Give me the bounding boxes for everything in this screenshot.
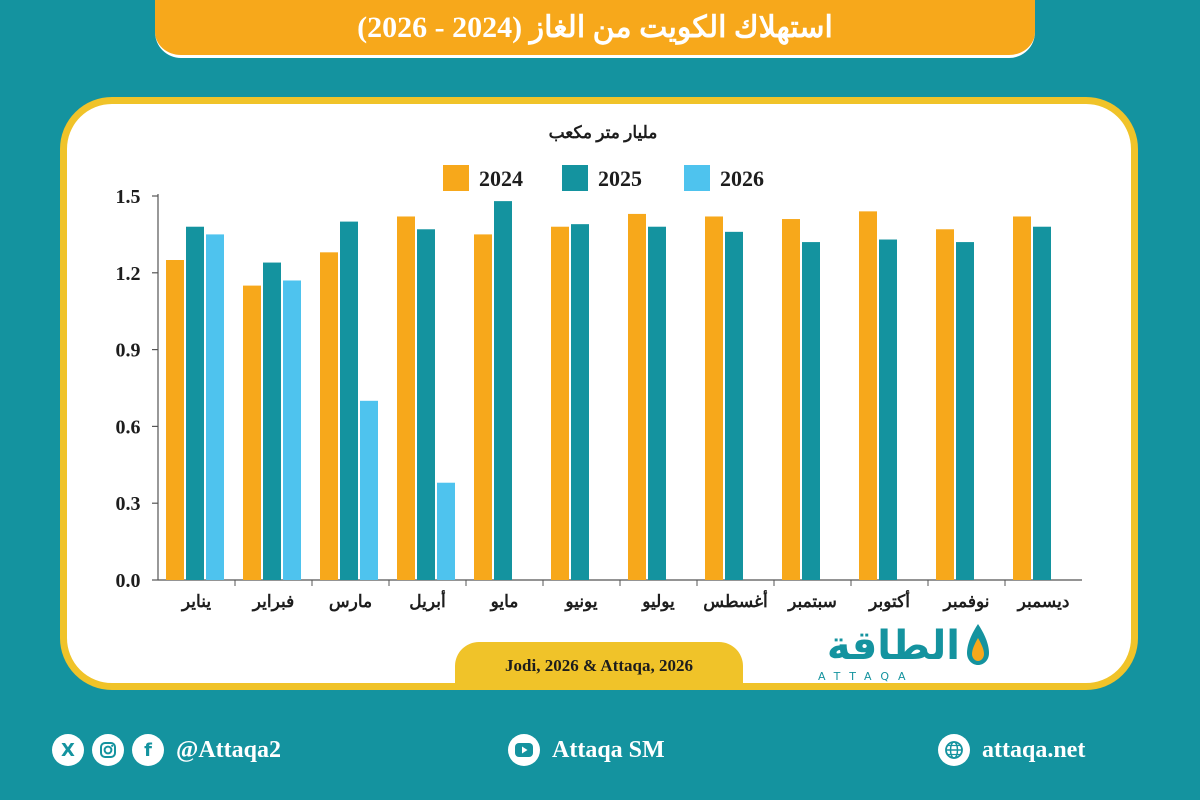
- bar-2026-3: [360, 400, 378, 580]
- youtube-group: Attaqa SM: [508, 734, 665, 766]
- bar-2025-8: [725, 231, 743, 580]
- bar-2025-5: [494, 201, 512, 580]
- y-tick-label: 1.2: [116, 263, 141, 285]
- x-icon[interactable]: X: [52, 734, 84, 766]
- x-tick-label: مايو: [489, 592, 519, 612]
- bar-chart: مليار متر مكعب 2024 2025 2026 0.0 0.3 0.6 0.9 1.…: [116, 123, 1082, 612]
- y-tick-label: 1.5: [116, 186, 141, 208]
- x-tick-label: سبتمبر: [786, 592, 837, 612]
- legend-label-2024: 2024: [479, 166, 523, 191]
- bar-2024-3: [320, 252, 338, 580]
- x-tick-label: مارس: [329, 592, 372, 612]
- bar-2025-2: [263, 262, 281, 580]
- bar-2024-12: [1013, 216, 1031, 580]
- x-tick-label: فبراير: [251, 592, 294, 612]
- instagram-icon[interactable]: [92, 734, 124, 766]
- bar-2025-1: [186, 226, 204, 580]
- y-tick-label: 0.9: [116, 340, 141, 362]
- y-tick-label: 0.0: [116, 570, 141, 592]
- bar-2024-11: [936, 229, 954, 580]
- bar-2025-6: [571, 224, 589, 580]
- bar-2024-4: [397, 216, 415, 580]
- y-tick-label: 0.3: [116, 493, 141, 515]
- facebook-icon[interactable]: f: [132, 734, 164, 766]
- x-tick-label: أكتوبر: [867, 589, 910, 612]
- footer-bar: X f @Attaqa2 Attaqa SM attaqa.net: [0, 726, 1200, 786]
- chart-card: مليار متر مكعب 2024 2025 2026 0.0 0.3 0.6 0.9 1.…: [60, 97, 1138, 690]
- logo-english-text: ATTAQA: [818, 670, 915, 683]
- attaqa-logo: الطاقة ATTAQA: [812, 620, 992, 684]
- youtube-icon[interactable]: [508, 734, 540, 766]
- bar-2025-4: [417, 229, 435, 580]
- y-tick-label: 0.6: [116, 416, 141, 438]
- bar-2024-8: [705, 216, 723, 580]
- bar-2025-12: [1033, 226, 1051, 580]
- bar-2024-5: [474, 234, 492, 580]
- y-axis-label: مليار متر مكعب: [549, 123, 658, 143]
- bar-2025-10: [879, 239, 897, 580]
- bar-2025-7: [648, 226, 666, 580]
- x-tick-label: يونيو: [563, 592, 597, 612]
- legend-swatch-2026: [684, 165, 710, 191]
- chart-title: استهلاك الكويت من الغاز (2024 - 2026): [357, 11, 833, 44]
- chart-title-banner: استهلاك الكويت من الغاز (2024 - 2026): [155, 0, 1035, 58]
- x-tick-label: يناير: [180, 592, 211, 612]
- globe-icon[interactable]: [938, 734, 970, 766]
- legend-label-2026: 2026: [720, 166, 764, 191]
- bar-2024-10: [859, 211, 877, 581]
- bar-2024-2: [243, 285, 261, 580]
- logo-arabic-text: الطاقة: [826, 623, 960, 669]
- bar-2024-7: [628, 213, 646, 581]
- social-handle[interactable]: @Attaqa2: [176, 736, 281, 763]
- youtube-channel[interactable]: Attaqa SM: [552, 736, 665, 763]
- x-tick-label: نوفمبر: [942, 592, 990, 612]
- legend-label-2025: 2025: [598, 166, 642, 191]
- bar-2026-4: [437, 482, 455, 580]
- website-group: attaqa.net: [938, 734, 1085, 766]
- bar-2025-9: [802, 242, 820, 580]
- x-tick-label: ديسمبر: [1016, 592, 1070, 612]
- bar-2025-11: [956, 242, 974, 580]
- x-tick-label: أغسطس: [703, 589, 768, 612]
- bar-2024-6: [551, 226, 569, 580]
- source-text: Jodi, 2026 & Attaqa, 2026: [505, 656, 693, 675]
- legend-swatch-2024: [443, 165, 469, 191]
- legend-swatch-2025: [562, 165, 588, 191]
- bar-2026-2: [283, 280, 301, 580]
- bar-2024-9: [782, 219, 800, 580]
- bar-2025-3: [340, 221, 358, 580]
- social-group: X f @Attaqa2: [52, 734, 281, 766]
- website-link[interactable]: attaqa.net: [982, 736, 1086, 763]
- x-tick-label: أبريل: [409, 589, 446, 612]
- bar-2026-1: [206, 234, 224, 580]
- bar-2024-1: [166, 260, 184, 580]
- x-tick-label: يوليو: [640, 592, 675, 612]
- logo-drop-icon: [967, 624, 989, 665]
- source-label: Jodi, 2026 & Attaqa, 2026: [455, 642, 743, 690]
